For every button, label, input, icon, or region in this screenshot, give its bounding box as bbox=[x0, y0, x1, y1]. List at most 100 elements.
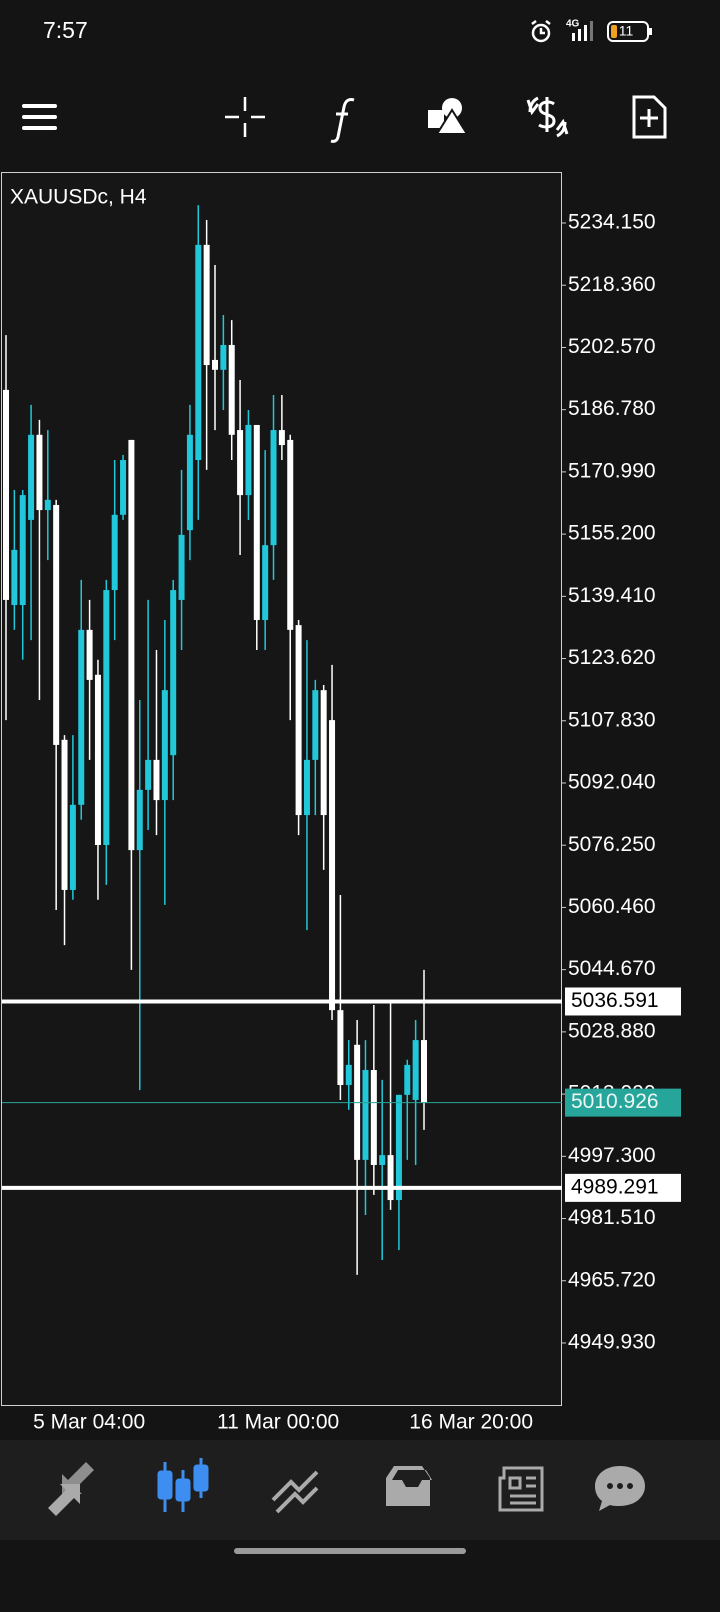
history-tab[interactable] bbox=[386, 1466, 432, 1506]
candle-body bbox=[278, 430, 285, 446]
candle-body bbox=[270, 430, 277, 546]
candle-body bbox=[303, 759, 310, 816]
candle-body bbox=[253, 424, 260, 621]
last-price-label: 5010.926 bbox=[571, 1090, 659, 1113]
candle-body bbox=[203, 244, 210, 366]
chart-tab[interactable] bbox=[157, 1458, 209, 1512]
level-label-box bbox=[565, 1173, 681, 1202]
y-tick-label: 5186.780 bbox=[568, 397, 656, 420]
y-tick-label: 5234.150 bbox=[568, 211, 656, 234]
y-tick-label: 5044.670 bbox=[568, 957, 656, 980]
home-indicator bbox=[234, 1548, 466, 1554]
candle-body bbox=[69, 804, 76, 890]
candle-body bbox=[186, 434, 193, 531]
plot: 5234.150 5218.360 5202.570 5186.780 5170.990… bbox=[2, 205, 681, 1434]
candle-body bbox=[94, 674, 101, 846]
candle-body bbox=[153, 759, 160, 801]
clock: 7:57 bbox=[43, 17, 88, 43]
candle-body bbox=[3, 389, 9, 600]
y-tick-label: 5028.880 bbox=[568, 1019, 656, 1042]
candle-body bbox=[337, 1010, 344, 1085]
candle-body bbox=[128, 439, 135, 851]
candle-body bbox=[103, 590, 110, 846]
chart-title: XAUUSDc, H4 bbox=[10, 186, 147, 209]
candle-body bbox=[237, 430, 244, 496]
y-tick-label: 4997.300 bbox=[568, 1144, 656, 1167]
candle-body bbox=[161, 690, 168, 801]
y-tick-label: 5170.990 bbox=[568, 459, 656, 482]
y-tick-label: 4981.510 bbox=[568, 1206, 656, 1229]
candle-body bbox=[404, 1064, 411, 1095]
battery-level: 11 bbox=[619, 23, 634, 39]
candle-body bbox=[86, 629, 93, 680]
candle-body bbox=[395, 1094, 402, 1201]
candle-body bbox=[262, 545, 269, 621]
candle-body bbox=[245, 424, 252, 496]
x-tick-label: 5 Mar 04:00 bbox=[33, 1411, 145, 1434]
candle-body bbox=[329, 720, 336, 1011]
candle-body bbox=[61, 739, 68, 890]
alarm-icon bbox=[531, 20, 551, 43]
y-tick-label: 5155.200 bbox=[568, 522, 656, 545]
candle-body bbox=[120, 460, 127, 515]
x-tick-label: 11 Mar 00:00 bbox=[217, 1411, 339, 1434]
chart-panel bbox=[1, 172, 562, 1406]
candle-body bbox=[195, 244, 202, 461]
y-tick-label: 5139.410 bbox=[568, 584, 656, 607]
y-tick-label: 5060.460 bbox=[568, 895, 656, 918]
level-label: 5036.591 bbox=[571, 989, 659, 1012]
y-tick-label: 4965.720 bbox=[568, 1268, 656, 1291]
y-tick-label: 5202.570 bbox=[568, 335, 656, 358]
candle-body bbox=[19, 495, 26, 606]
news-tab[interactable] bbox=[498, 1466, 544, 1512]
candle-body bbox=[362, 1070, 369, 1160]
level-label-box bbox=[565, 987, 681, 1016]
candle-body bbox=[111, 514, 118, 591]
candle-body bbox=[53, 504, 60, 745]
y-tick-label: 5123.620 bbox=[568, 646, 656, 669]
candle-body bbox=[295, 625, 302, 816]
y-tick-label: 5218.360 bbox=[568, 273, 656, 296]
y-tick-label: 4949.930 bbox=[568, 1331, 656, 1354]
menu-button[interactable] bbox=[22, 104, 57, 130]
x-tick-label: 16 Mar 20:00 bbox=[409, 1411, 533, 1434]
y-tick-label: 5076.250 bbox=[568, 833, 656, 856]
candle-body bbox=[379, 1155, 386, 1165]
new-order-button[interactable] bbox=[632, 95, 667, 139]
candle-body bbox=[287, 439, 294, 630]
candle-body bbox=[228, 344, 235, 435]
candle-body bbox=[44, 499, 51, 511]
candle-body bbox=[312, 690, 319, 760]
candle-body bbox=[11, 549, 18, 606]
candle-body bbox=[78, 629, 85, 805]
candle-body bbox=[320, 690, 327, 816]
level-label: 4989.291 bbox=[571, 1175, 659, 1198]
quotes-tab[interactable] bbox=[48, 1462, 94, 1516]
candle-body bbox=[170, 590, 177, 756]
y-tick-label: 5092.040 bbox=[568, 771, 656, 794]
candle-body bbox=[36, 434, 43, 511]
trade-tab[interactable] bbox=[271, 1470, 319, 1514]
signal-icon bbox=[572, 21, 593, 41]
last-price-box bbox=[565, 1088, 681, 1117]
indicators-button[interactable] bbox=[330, 98, 355, 143]
candle-body bbox=[345, 1064, 352, 1085]
candle-body bbox=[387, 1155, 394, 1201]
candle-body bbox=[370, 1070, 377, 1165]
candle-body bbox=[178, 534, 185, 600]
candle-body bbox=[412, 1040, 419, 1100]
candle-body bbox=[212, 359, 218, 370]
candle-body bbox=[220, 344, 227, 370]
candle-body bbox=[136, 789, 143, 851]
candle-body bbox=[28, 434, 35, 520]
network-type: 4G bbox=[566, 19, 580, 30]
y-tick-label: 5107.830 bbox=[568, 708, 656, 731]
trade-button[interactable] bbox=[526, 96, 569, 138]
candle-body bbox=[421, 1040, 427, 1103]
candle-body bbox=[145, 759, 152, 790]
crosshair-button[interactable] bbox=[225, 97, 265, 137]
battery-icon: 11 bbox=[607, 21, 652, 42]
chat-tab[interactable] bbox=[595, 1466, 645, 1511]
objects-button[interactable] bbox=[428, 98, 469, 135]
